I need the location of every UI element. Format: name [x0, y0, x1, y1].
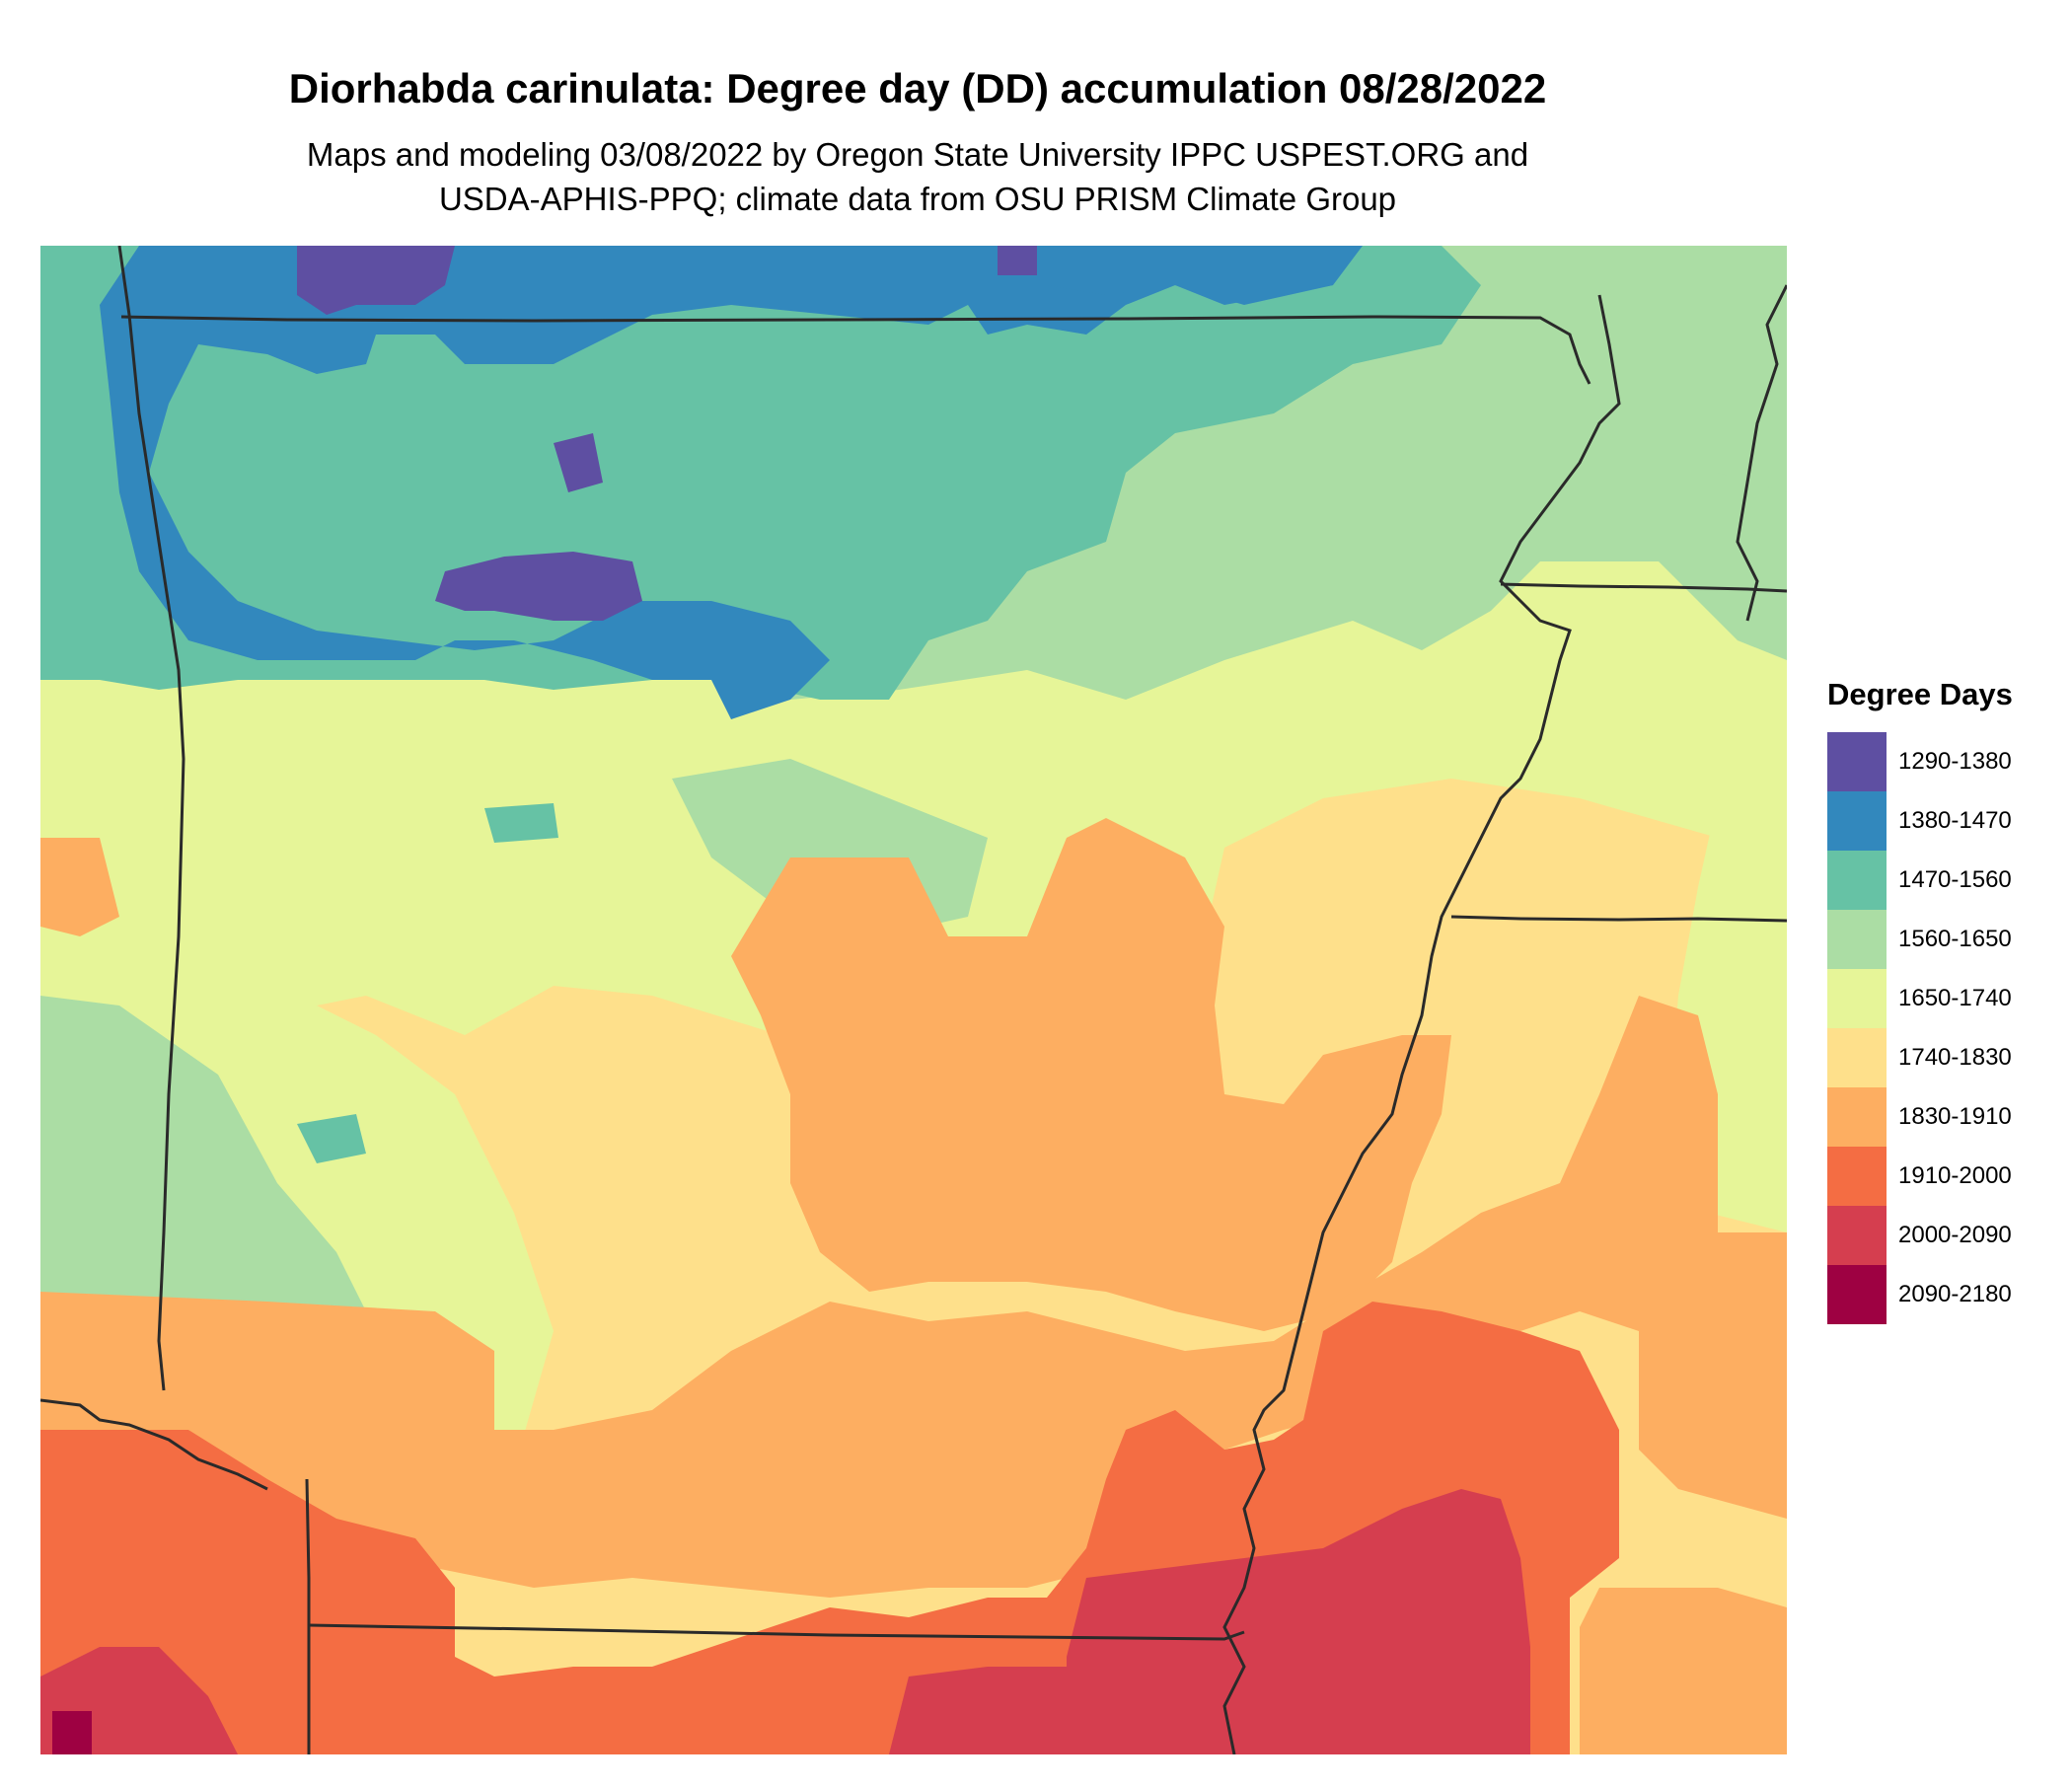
- dd-zone-1830-1910-west: [40, 838, 119, 936]
- state-borders: [40, 246, 1787, 1754]
- legend-label: 2000-2090: [1898, 1222, 2012, 1248]
- legend-swatch: [1827, 1028, 1887, 1087]
- dd-zone-1290-1380-north: [297, 246, 455, 315]
- legend-swatch: [1827, 851, 1887, 910]
- dd-raster: [40, 246, 1787, 1754]
- legend-swatch: [1827, 1206, 1887, 1265]
- legend-label: 2090-2180: [1898, 1281, 2012, 1307]
- legend-swatch: [1827, 969, 1887, 1028]
- degree-day-map: [40, 246, 1787, 1754]
- legend-item: 1380-1470: [1827, 791, 2013, 851]
- legend-label: 1740-1830: [1898, 1044, 2012, 1071]
- border-missouri-bootheel: [1500, 582, 1787, 593]
- border-west-line: [117, 246, 185, 1391]
- border-tennessee: [1450, 915, 1787, 923]
- legend-label: 1830-1910: [1898, 1103, 2012, 1130]
- map-title: Diorhabda carinulata: Degree day (DD) ac…: [288, 65, 1547, 112]
- legend-item: 1560-1650: [1827, 910, 2013, 969]
- border-south-line: [308, 1623, 1245, 1641]
- subtitle-line-2: USDA-APHIS-PPQ; climate data from OSU PR…: [438, 181, 1397, 217]
- map-subtitle: Maps and modeling 03/08/2022 by Oregon S…: [0, 132, 1835, 221]
- legend-label: 1560-1650: [1898, 926, 2012, 952]
- legend-swatch: [1827, 910, 1887, 969]
- dd-zone-1470-1560: [40, 246, 1481, 700]
- border-north-line: [120, 315, 1591, 385]
- legend-swatch: [1827, 1147, 1887, 1206]
- legend-item: 1650-1740: [1827, 969, 2013, 1028]
- dd-zone-1290-1380-spot: [554, 433, 603, 492]
- legend-title: Degree Days: [1827, 677, 2013, 711]
- legend-item: 1740-1830: [1827, 1028, 2013, 1087]
- dd-zone-2000-2090-south: [889, 1667, 1067, 1754]
- dd-zone-1380-1470-east: [1007, 246, 1363, 305]
- border-oklahoma-red-river: [40, 1398, 268, 1491]
- legend-swatch: [1827, 791, 1887, 851]
- legend-item: 1470-1560: [1827, 851, 2013, 910]
- dd-zone-2090-2180: [52, 1711, 92, 1754]
- subtitle-line-1: Maps and modeling 03/08/2022 by Oregon S…: [306, 136, 1529, 173]
- border-east-river: [1736, 284, 1787, 622]
- legend-label: 1470-1560: [1898, 866, 2012, 893]
- border-mississippi-river: [1222, 294, 1621, 1754]
- legend: Degree Days 1290-1380 1380-1470 1470-1560 1…: [1827, 677, 2013, 1324]
- dd-zone-1290-1380-spot2: [998, 246, 1037, 275]
- legend-swatch: [1827, 732, 1887, 791]
- dd-zone-1470-1560-west-spot: [297, 1114, 366, 1163]
- legend-item: 2090-2180: [1827, 1265, 2013, 1324]
- dd-zone-1830-1910-central: [731, 818, 1451, 1331]
- dd-zone-1560-1650-west: [40, 996, 366, 1390]
- border-arklatex: [305, 1478, 311, 1754]
- legend-item: 2000-2090: [1827, 1206, 2013, 1265]
- legend-item: 1830-1910: [1827, 1087, 2013, 1147]
- dd-zone-1290-1380-mid: [435, 552, 642, 621]
- legend-label: 1910-2000: [1898, 1162, 2012, 1189]
- legend-item: 1910-2000: [1827, 1147, 2013, 1206]
- legend-swatch: [1827, 1087, 1887, 1147]
- legend-item: 1290-1380: [1827, 732, 2013, 791]
- legend-swatch: [1827, 1265, 1887, 1324]
- dd-zone-1830-1910-east: [1580, 1588, 1787, 1754]
- dd-zone-1470-1560-mid-spot: [484, 803, 558, 843]
- legend-label: 1290-1380: [1898, 748, 2012, 775]
- legend-label: 1380-1470: [1898, 807, 2012, 834]
- legend-rows: 1290-1380 1380-1470 1470-1560 1560-1650 1650…: [1827, 732, 2013, 1324]
- legend-label: 1650-1740: [1898, 985, 2012, 1011]
- dd-zone-1830-1910-south: [40, 996, 1787, 1598]
- dd-zone-2000-2090-southeast: [1067, 1489, 1530, 1754]
